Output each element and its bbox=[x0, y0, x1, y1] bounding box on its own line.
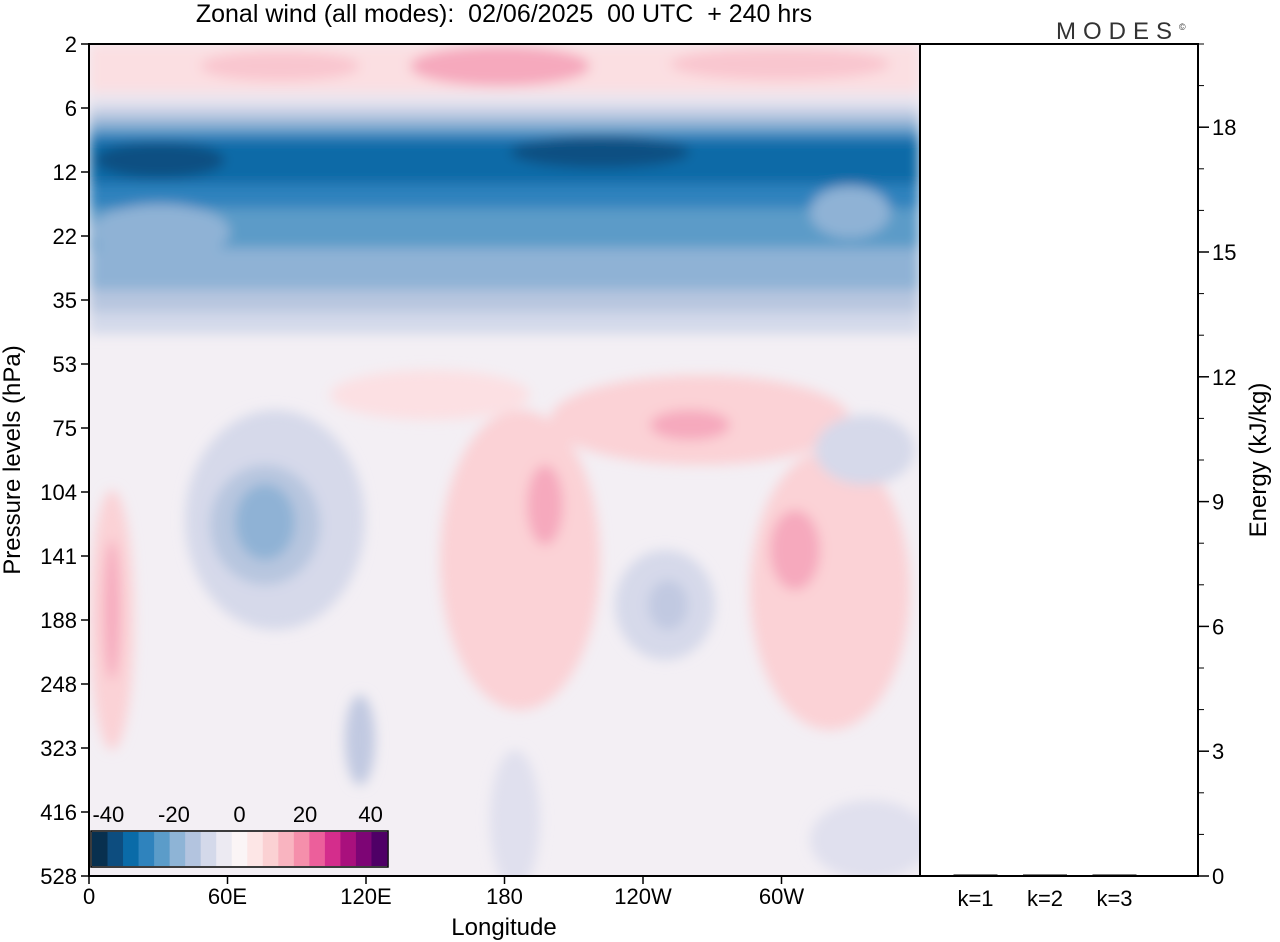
colorbar-swatch bbox=[185, 832, 202, 866]
colorbar-swatch bbox=[154, 832, 171, 866]
modes-logo: MODES© bbox=[1056, 18, 1186, 46]
y-tick-label: 528 bbox=[40, 864, 77, 889]
energy-tick-label: 3 bbox=[1212, 739, 1224, 764]
weak-easterly-patch bbox=[90, 204, 230, 260]
energy-tick-label: 9 bbox=[1212, 490, 1224, 515]
y-tick-label: 104 bbox=[40, 480, 77, 505]
westerly-column bbox=[750, 450, 910, 730]
y-tick-label: 141 bbox=[40, 544, 77, 569]
colorbar-swatch bbox=[247, 832, 264, 866]
y-tick-label: 75 bbox=[53, 416, 77, 441]
colorbar-swatch bbox=[231, 832, 248, 866]
energy-tick-label: 18 bbox=[1212, 115, 1236, 140]
x-tick-label: 120W bbox=[614, 884, 672, 909]
colorbar-swatch bbox=[371, 832, 388, 866]
y-tick-label: 22 bbox=[53, 224, 77, 249]
colorbar-swatch bbox=[200, 832, 217, 866]
logo-text: MODES bbox=[1056, 18, 1180, 45]
colorbar-swatch bbox=[309, 832, 326, 866]
y-tick-label: 6 bbox=[65, 96, 77, 121]
field-contours bbox=[89, 44, 920, 876]
energy-bar bbox=[1092, 874, 1137, 876]
westerly-column-core bbox=[770, 510, 820, 590]
energy-tick-label: 0 bbox=[1212, 864, 1224, 889]
colorbar-swatch bbox=[262, 832, 279, 866]
jet-core-west bbox=[95, 142, 225, 178]
westerly-strip-core bbox=[104, 540, 120, 680]
energy-tick-label: 12 bbox=[1212, 365, 1236, 390]
easterly-cell bbox=[815, 415, 915, 485]
x-tick-label: 0 bbox=[83, 884, 95, 909]
colorbar-frame bbox=[90, 830, 389, 868]
upper-westerly-cell bbox=[200, 51, 360, 81]
westerly-cell-core bbox=[650, 410, 730, 440]
easterly-cell bbox=[345, 695, 375, 785]
colorbar-label: -40 bbox=[92, 802, 124, 827]
weak-easterly-patch bbox=[810, 186, 890, 238]
y-tick-label: 12 bbox=[53, 160, 77, 185]
energy-tick-label: 15 bbox=[1212, 240, 1236, 265]
energy-category-label: k=2 bbox=[1027, 886, 1063, 911]
westerly-tongue bbox=[440, 410, 600, 710]
y-tick-label: 188 bbox=[40, 608, 77, 633]
colorbar-swatch bbox=[293, 832, 310, 866]
colorbar-label: -20 bbox=[158, 802, 190, 827]
wind-field bbox=[89, 44, 920, 876]
upper-westerly-core bbox=[410, 46, 590, 86]
colorbar-swatch bbox=[123, 832, 139, 866]
easterly-cell bbox=[490, 750, 540, 876]
easterly-cell-core bbox=[235, 484, 295, 560]
x-axis-label: Longitude bbox=[451, 914, 556, 941]
y-tick-label: 2 bbox=[65, 32, 77, 57]
y-tick-label: 35 bbox=[53, 288, 77, 313]
colorbar-swatch bbox=[107, 832, 124, 866]
chart-title: Zonal wind (all modes): 02/06/2025 00 UT… bbox=[196, 0, 812, 28]
energy-bar bbox=[1023, 874, 1067, 876]
colorbar: -40 -20 0 20 40 bbox=[90, 802, 389, 868]
energy-bar bbox=[953, 874, 998, 876]
colorbar-swatch bbox=[355, 832, 372, 866]
easterly-cell bbox=[810, 800, 920, 876]
colorbar-swatch bbox=[340, 832, 357, 866]
colorbar-label: 0 bbox=[233, 802, 245, 827]
pressure-axis: 2 6 12 22 35 53 75 104 141 188 248 323 416 528 bbox=[40, 32, 89, 889]
energy-axis-label: Energy (kJ/kg) bbox=[1245, 383, 1272, 538]
x-tick-label: 180 bbox=[486, 884, 523, 909]
colorbar-swatch bbox=[324, 832, 341, 866]
energy-category-label: k=1 bbox=[957, 886, 993, 911]
y-tick-label: 416 bbox=[40, 800, 77, 825]
colorbar-swatch bbox=[169, 832, 186, 866]
westerly-tongue-core bbox=[527, 465, 563, 545]
energy-axis: 0 3 6 9 12 15 18 bbox=[1198, 43, 1236, 889]
y-tick-label: 53 bbox=[53, 352, 77, 377]
jet-core-east bbox=[510, 136, 690, 168]
colorbar-swatch bbox=[92, 832, 108, 866]
energy-tick-label: 6 bbox=[1212, 614, 1224, 639]
copyright-mark: © bbox=[1179, 22, 1186, 32]
westerly-cell bbox=[330, 370, 530, 420]
upper-westerly-cell bbox=[670, 48, 890, 80]
colorbar-label: 40 bbox=[358, 802, 382, 827]
colorbar-swatch bbox=[138, 832, 155, 866]
colorbar-swatch bbox=[216, 832, 233, 866]
y-axis-label: Pressure levels (hPa) bbox=[0, 345, 26, 574]
energy-frame bbox=[919, 43, 1199, 877]
longitude-axis: 0 60E 120E 180 120W 60W bbox=[83, 876, 804, 909]
y-tick-label: 323 bbox=[40, 736, 77, 761]
x-tick-label: 60E bbox=[208, 884, 247, 909]
x-tick-label: 120E bbox=[340, 884, 391, 909]
easterly-cell-core bbox=[648, 580, 688, 630]
colorbar-label: 20 bbox=[293, 802, 317, 827]
y-tick-label: 248 bbox=[40, 672, 77, 697]
colorbar-swatch bbox=[278, 832, 295, 866]
energy-category-label: k=3 bbox=[1096, 886, 1132, 911]
easterly-band-core bbox=[89, 140, 920, 184]
energy-bars: k=1 k=2 k=3 bbox=[953, 874, 1137, 911]
x-tick-label: 60W bbox=[759, 884, 804, 909]
